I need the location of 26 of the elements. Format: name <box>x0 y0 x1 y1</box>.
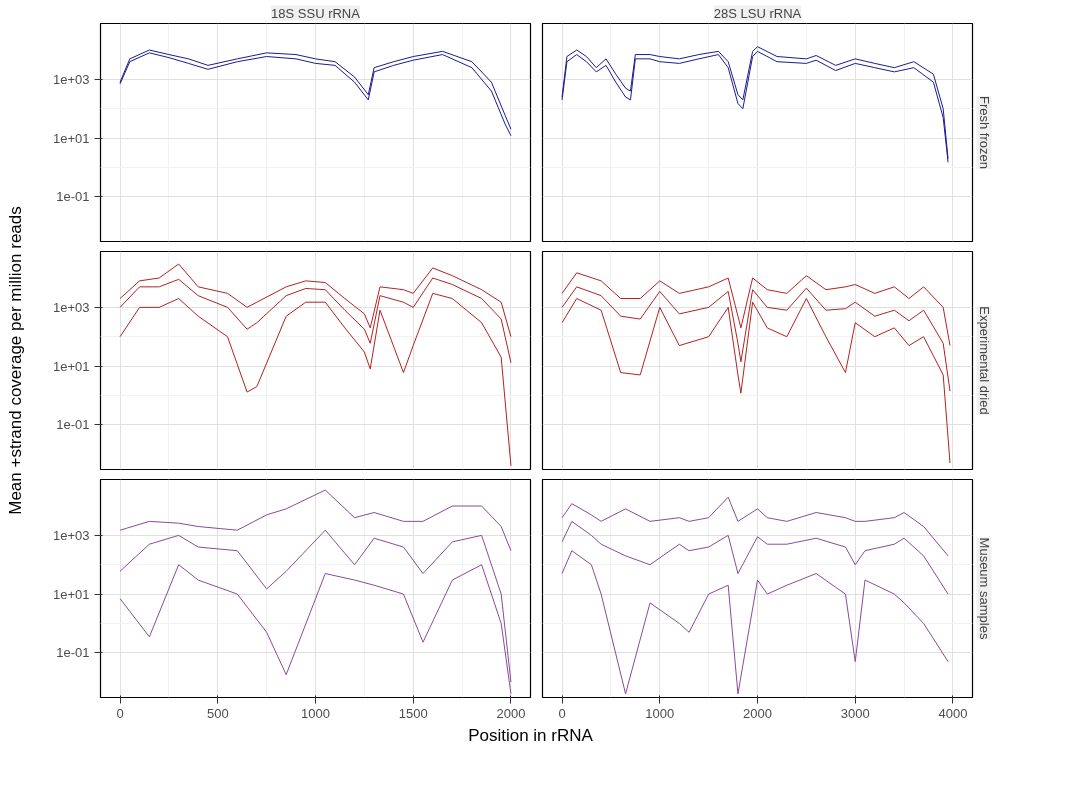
y-tick-label: 1e+01 <box>52 358 90 374</box>
x-tick-label: 0 <box>558 705 566 721</box>
y-tick-label: 1e+03 <box>52 299 90 315</box>
y2-axis-title: Fresh frozen <box>976 96 992 169</box>
y-tick-label: 1e+03 <box>52 71 90 87</box>
y-axis-title: Mean +strand coverage per million reads <box>6 206 25 515</box>
x-tick-label: 4000 <box>938 705 968 721</box>
x-tick-label: 1000 <box>645 705 675 721</box>
x-axis-title: Position in rRNA <box>468 726 594 745</box>
y2-axis-title: Museum samples <box>976 537 992 640</box>
x-tick-label: 2000 <box>743 705 772 721</box>
x-tick-label: 0 <box>116 705 124 721</box>
y2-axis-title: Experimental dried <box>976 306 992 415</box>
chart-title: 28S LSU rRNA <box>713 5 802 21</box>
x-tick-label: 1000 <box>301 705 330 721</box>
y-tick-label: 1e-01 <box>56 417 90 433</box>
y-tick-label: 1e+01 <box>52 130 90 146</box>
chart-title: 18S SSU rRNA <box>271 5 361 21</box>
y-tick-label: 1e-01 <box>56 645 90 661</box>
x-tick-label: 1500 <box>398 705 428 721</box>
y-tick-label: 1e+01 <box>52 586 90 602</box>
y-tick-label: 1e-01 <box>56 189 90 205</box>
x-tick-label: 2000 <box>496 705 526 721</box>
x-tick-label: 3000 <box>840 705 870 721</box>
x-tick-label: 500 <box>206 705 229 721</box>
y-tick-label: 1e+03 <box>52 527 90 543</box>
